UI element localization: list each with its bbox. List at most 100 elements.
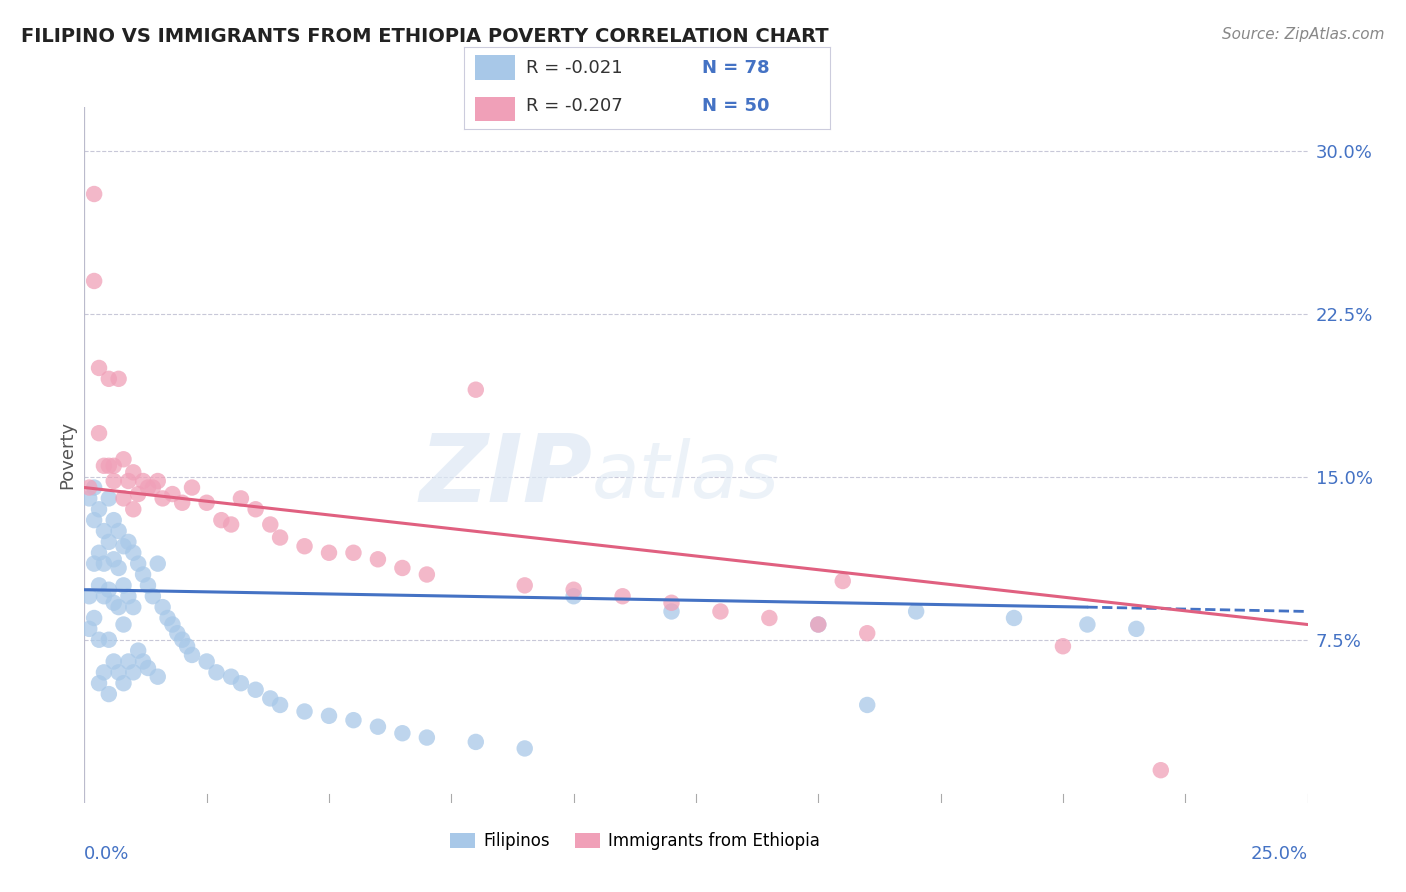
Point bbox=[83, 186, 105, 201]
Point bbox=[367, 720, 389, 734]
Point bbox=[1052, 639, 1074, 653]
Point bbox=[513, 741, 536, 756]
Point bbox=[103, 458, 125, 473]
Point bbox=[269, 531, 291, 545]
Point bbox=[195, 655, 218, 669]
Text: 25.0%: 25.0% bbox=[1250, 845, 1308, 863]
Point bbox=[87, 360, 110, 375]
Point bbox=[122, 665, 145, 680]
Bar bbox=[475, 55, 515, 80]
Point bbox=[122, 600, 145, 615]
Point bbox=[1002, 611, 1025, 625]
Point bbox=[245, 502, 267, 516]
Point bbox=[87, 426, 110, 441]
Point bbox=[136, 481, 159, 495]
Point bbox=[136, 661, 159, 675]
Point bbox=[416, 731, 439, 745]
Text: N = 78: N = 78 bbox=[702, 59, 769, 77]
Point bbox=[97, 534, 120, 549]
Point bbox=[103, 655, 125, 669]
Point bbox=[122, 502, 145, 516]
Point bbox=[107, 665, 129, 680]
Point bbox=[229, 676, 252, 690]
Point bbox=[97, 687, 120, 701]
Point bbox=[562, 589, 585, 603]
Point bbox=[117, 655, 139, 669]
Point bbox=[172, 632, 194, 647]
Point bbox=[107, 372, 129, 386]
Point bbox=[367, 552, 389, 566]
Point bbox=[513, 578, 536, 592]
Point bbox=[103, 552, 125, 566]
Point bbox=[83, 481, 105, 495]
Point bbox=[176, 639, 198, 653]
Point bbox=[562, 582, 585, 597]
Point bbox=[464, 383, 486, 397]
Point bbox=[661, 596, 683, 610]
Point bbox=[87, 632, 110, 647]
Point bbox=[259, 517, 281, 532]
Point bbox=[294, 705, 316, 719]
Point bbox=[107, 524, 129, 538]
Point bbox=[117, 589, 139, 603]
Point bbox=[83, 274, 105, 288]
Text: N = 50: N = 50 bbox=[702, 97, 769, 115]
Point bbox=[245, 682, 267, 697]
Point bbox=[87, 578, 110, 592]
Point bbox=[342, 546, 364, 560]
Point bbox=[294, 539, 316, 553]
Point bbox=[1125, 622, 1147, 636]
Point bbox=[112, 676, 135, 690]
Point bbox=[146, 670, 169, 684]
Point bbox=[112, 578, 135, 592]
Point bbox=[612, 589, 634, 603]
Point bbox=[77, 589, 100, 603]
Point bbox=[112, 491, 135, 506]
Point bbox=[181, 648, 204, 662]
Point bbox=[87, 546, 110, 560]
Text: ZIP: ZIP bbox=[419, 430, 592, 522]
Point bbox=[117, 534, 139, 549]
Point bbox=[318, 546, 340, 560]
Point bbox=[259, 691, 281, 706]
Text: Source: ZipAtlas.com: Source: ZipAtlas.com bbox=[1222, 27, 1385, 42]
Point bbox=[112, 539, 135, 553]
Point bbox=[1076, 617, 1098, 632]
Point bbox=[758, 611, 780, 625]
Point bbox=[146, 474, 169, 488]
Point bbox=[181, 481, 204, 495]
Point bbox=[209, 513, 232, 527]
Point bbox=[112, 617, 135, 632]
Bar bbox=[475, 96, 515, 121]
Point bbox=[269, 698, 291, 712]
Legend: Filipinos, Immigrants from Ethiopia: Filipinos, Immigrants from Ethiopia bbox=[443, 826, 827, 857]
Point bbox=[127, 643, 149, 657]
Point bbox=[93, 665, 115, 680]
Point bbox=[107, 561, 129, 575]
Point bbox=[132, 655, 155, 669]
Point bbox=[127, 487, 149, 501]
Point bbox=[87, 676, 110, 690]
Point bbox=[112, 452, 135, 467]
Point bbox=[156, 611, 179, 625]
Point bbox=[416, 567, 439, 582]
Point bbox=[342, 713, 364, 727]
Point bbox=[229, 491, 252, 506]
Y-axis label: Poverty: Poverty bbox=[58, 421, 76, 489]
Point bbox=[132, 474, 155, 488]
Point bbox=[122, 466, 145, 480]
Point bbox=[219, 517, 242, 532]
Point bbox=[83, 557, 105, 571]
Point bbox=[142, 589, 165, 603]
Point bbox=[93, 458, 115, 473]
Point bbox=[162, 617, 184, 632]
Point bbox=[97, 582, 120, 597]
Point bbox=[107, 600, 129, 615]
Point bbox=[77, 622, 100, 636]
Point bbox=[93, 589, 115, 603]
Point bbox=[807, 617, 830, 632]
Point bbox=[172, 496, 194, 510]
Text: FILIPINO VS IMMIGRANTS FROM ETHIOPIA POVERTY CORRELATION CHART: FILIPINO VS IMMIGRANTS FROM ETHIOPIA POV… bbox=[21, 27, 828, 45]
Text: 0.0%: 0.0% bbox=[84, 845, 129, 863]
Point bbox=[97, 632, 120, 647]
